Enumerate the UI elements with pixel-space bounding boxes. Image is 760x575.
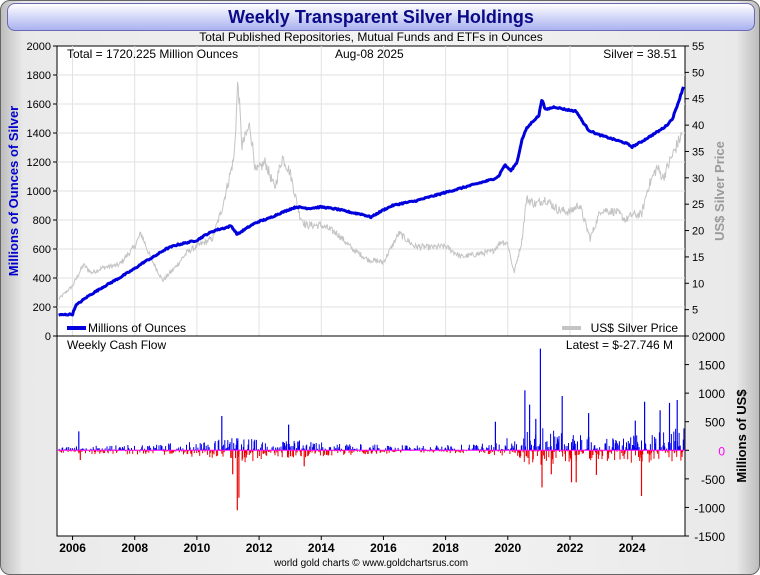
silver-price-line [58, 81, 683, 300]
left-tick-label: 1400 [27, 128, 51, 140]
left-tick-label: 2000 [27, 41, 51, 53]
info-silver-price: Silver = 38.51 [603, 47, 677, 61]
right-tick-label: 40 [692, 120, 704, 132]
right-tick-label: 10 [692, 278, 704, 290]
legend-holdings-label: Millions of Ounces [88, 321, 186, 335]
chart-subtitle: Total Published Repositories, Mutual Fun… [199, 30, 543, 44]
year-tick-label: 2020 [494, 541, 521, 555]
cashflow-tick-label: 0 [718, 444, 725, 458]
right-tick-label: 50 [692, 67, 704, 79]
left-tick-label: 600 [33, 244, 51, 256]
chart-title: Weekly Transparent Silver Holdings [228, 7, 534, 27]
cashflow-tick-label: -1500 [694, 530, 725, 544]
holdings-grid [57, 46, 685, 336]
year-tick-label: 2006 [59, 541, 86, 555]
year-tick-label: 2014 [308, 541, 335, 555]
right-tick-label: 55 [692, 41, 704, 53]
left-tick-label: 1200 [27, 157, 51, 169]
holdings-panel: 0 200 400 600 800 1000 1200 1400 1600 1800 2000 0 5… [6, 41, 727, 343]
year-tick-label: 2024 [619, 541, 646, 555]
cashflow-tick-label: 1500 [698, 359, 725, 373]
holdings-series [58, 81, 685, 317]
right-axis-title: US$ Silver Price [712, 141, 727, 241]
left-tick-label: 800 [33, 215, 51, 227]
chart-footer: world gold charts © www.goldchartsrus.co… [273, 558, 469, 569]
holdings-right-axis: 0 5 10 15 20 25 30 35 40 45 50 55 [685, 41, 704, 343]
right-tick-label: 0 [692, 331, 698, 343]
info-date: Aug-08 2025 [335, 47, 404, 61]
year-tick-label: 2012 [246, 541, 273, 555]
year-axis: 2006 2008 2010 2012 2014 2016 2018 2020 2022 2024 [59, 536, 646, 555]
right-tick-label: 35 [692, 146, 704, 158]
cashflow-tick-label: 1000 [698, 387, 725, 401]
right-tick-label: 45 [692, 94, 704, 106]
cashflow-tick-label: 2000 [698, 330, 725, 344]
holdings-left-axis: 0 200 400 600 800 1000 1200 1400 1600 1800 2000 [27, 41, 57, 343]
right-tick-label: 25 [692, 199, 704, 211]
left-tick-label: 200 [33, 302, 51, 314]
title-bar: Weekly Transparent Silver Holdings [7, 3, 755, 31]
year-tick-label: 2022 [557, 541, 584, 555]
left-tick-label: 0 [45, 331, 51, 343]
year-tick-label: 2010 [184, 541, 211, 555]
cashflow-tick-label: -500 [701, 473, 725, 487]
right-tick-label: 15 [692, 252, 704, 264]
right-tick-label: 30 [692, 173, 704, 185]
cashflow-tick-label: 500 [705, 416, 725, 430]
cashflow-title: Weekly Cash Flow [67, 338, 166, 352]
cashflow-latest: Latest = $-27.746 M [566, 338, 673, 352]
year-tick-label: 2018 [432, 541, 459, 555]
cashflow-panel: -1500 -1000 -500 0 500 1000 1500 2000 Weekly Ca… [56, 330, 749, 544]
info-total: Total = 1720.225 Million Ounces [67, 47, 238, 61]
legend-price-label: US$ Silver Price [591, 321, 679, 335]
left-axis-title: Millions of Ounces of Silver [6, 106, 21, 276]
right-tick-label: 20 [692, 226, 704, 238]
left-tick-label: 1600 [27, 99, 51, 111]
year-tick-label: 2016 [370, 541, 397, 555]
left-tick-label: 400 [33, 273, 51, 285]
year-tick-label: 2008 [121, 541, 148, 555]
left-tick-label: 1000 [27, 186, 51, 198]
cashflow-axis-title: Millions of US$ [734, 389, 749, 483]
left-tick-label: 1800 [27, 70, 51, 82]
cashflow-plot-area [56, 335, 686, 537]
right-tick-label: 5 [692, 305, 698, 317]
holdings-line [58, 86, 685, 317]
cashflow-tick-label: -1000 [694, 501, 725, 515]
cashflow-right-axis: -1500 -1000 -500 0 500 1000 1500 2000 [685, 330, 725, 544]
